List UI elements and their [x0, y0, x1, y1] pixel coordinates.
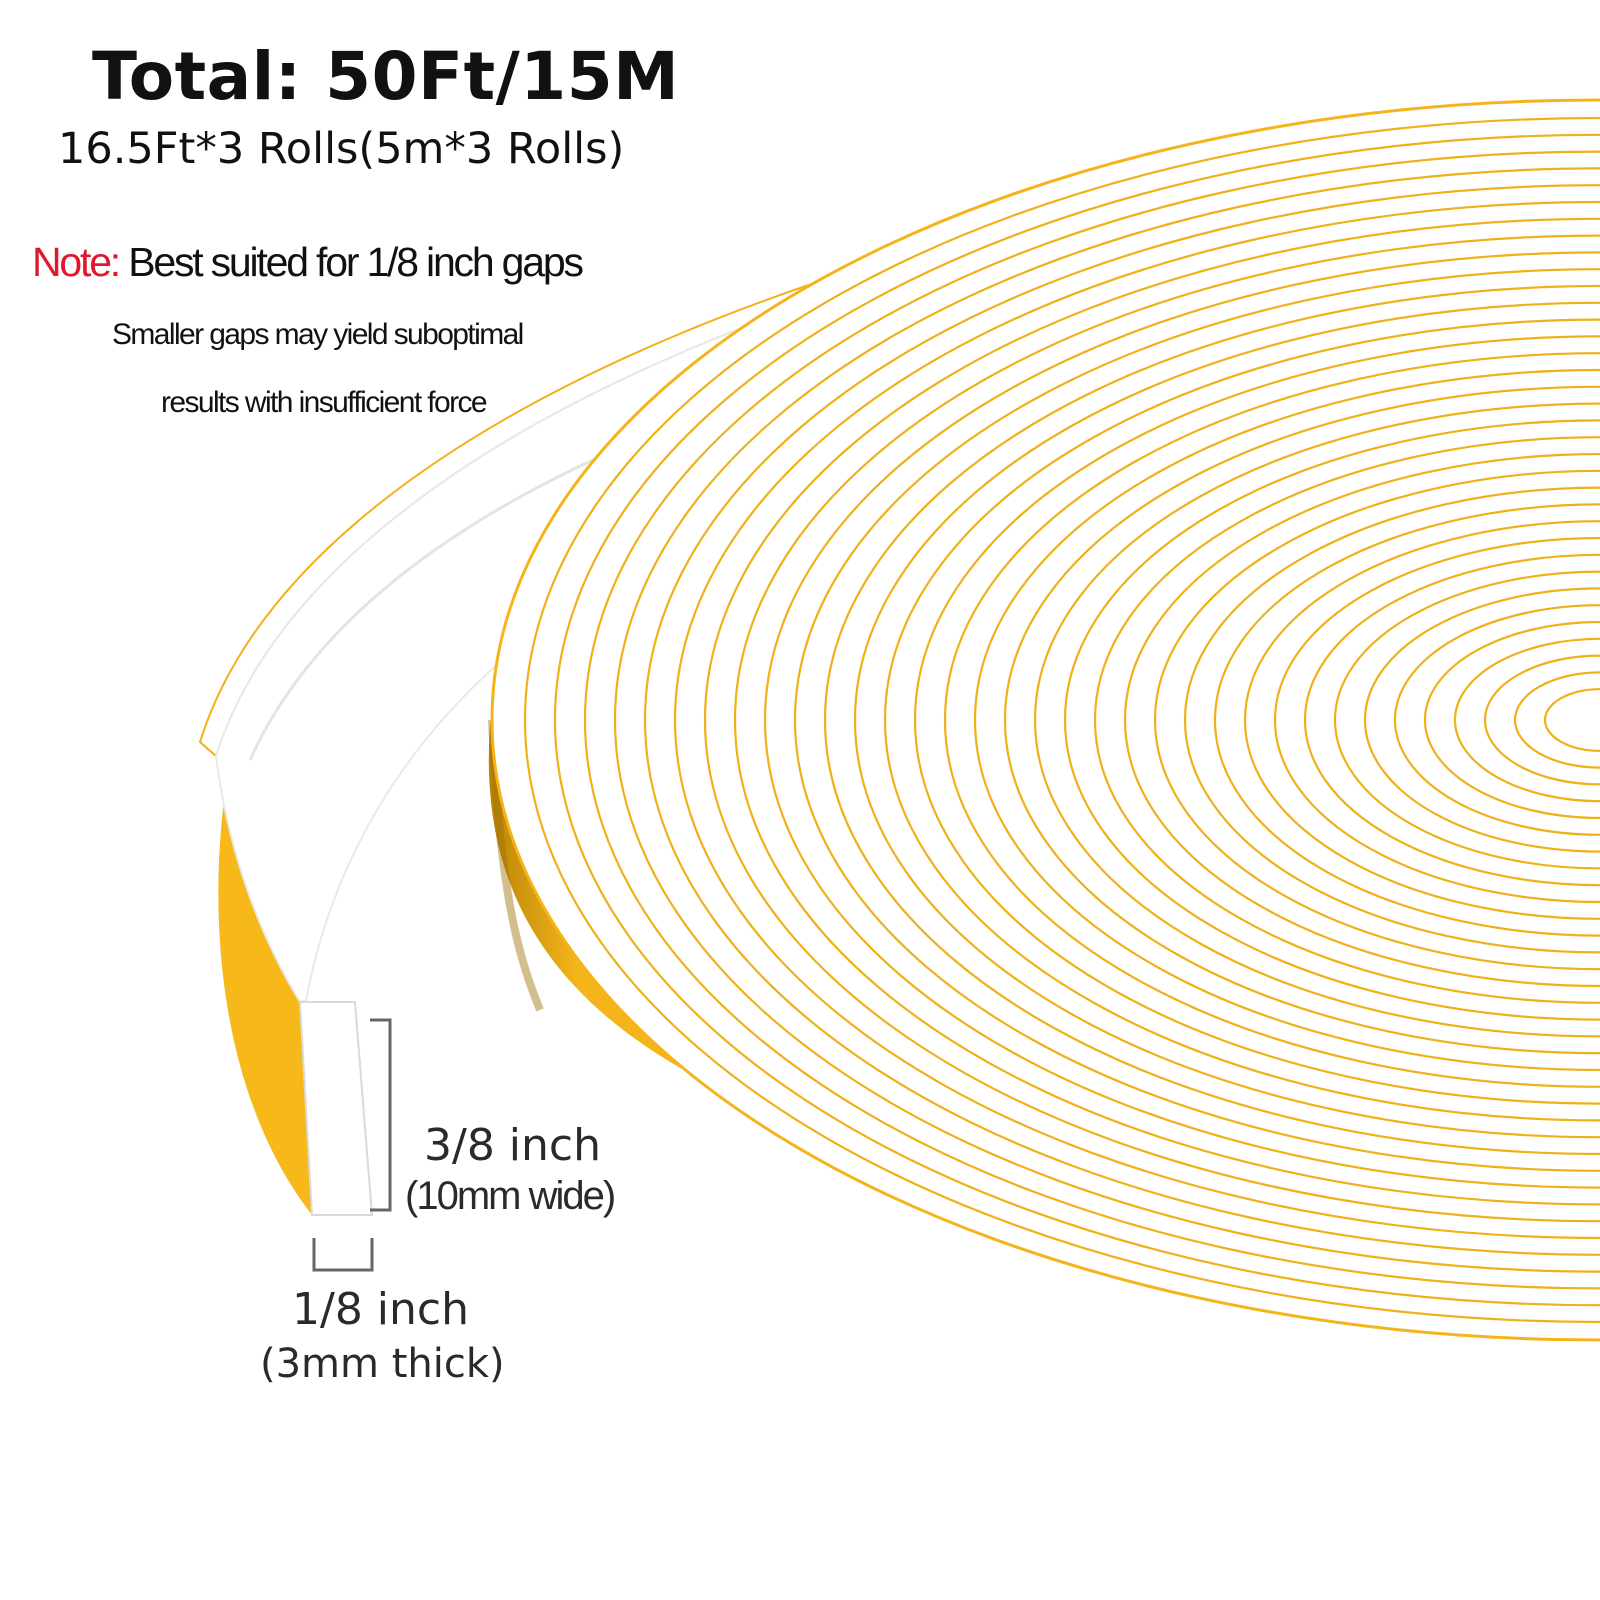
note-main-text: Best suited for 1/8 inch gaps	[119, 239, 584, 285]
tape-winding-ring	[553, 133, 1600, 1307]
tape-winding-ring	[1483, 654, 1600, 786]
width-dimension-line	[370, 1018, 392, 1212]
total-length-title: Total: 50Ft/15M	[92, 38, 680, 115]
tape-winding-ring	[673, 200, 1600, 1240]
tape-winding-ring	[973, 368, 1600, 1072]
tape-winding-ring	[763, 251, 1600, 1189]
tape-winding-ring	[1393, 604, 1600, 836]
roll-top-edge	[490, 98, 1600, 1342]
tape-winding-ring	[1033, 402, 1600, 1038]
tape-winding-ring	[1213, 503, 1600, 937]
tape-winding-ring	[703, 217, 1600, 1223]
note-detail-line-1: Smaller gaps may yield suboptimal	[112, 318, 524, 351]
tape-winding-ring	[1423, 620, 1600, 820]
tape-winding-ring	[523, 116, 1600, 1324]
tape-winding-ring	[1513, 671, 1600, 769]
tape-winding-ring	[853, 301, 1600, 1139]
tape-winding-ring	[1453, 637, 1600, 803]
width-label: 3/8 inch	[424, 1120, 601, 1171]
thickness-label: 1/8 inch	[292, 1284, 469, 1335]
tape-winding-ring	[883, 318, 1600, 1122]
tape-winding-ring	[823, 284, 1600, 1156]
tape-winding-ring	[583, 150, 1600, 1290]
tape-winding-ring	[1333, 570, 1600, 870]
thickness-dimension-line	[312, 1238, 374, 1272]
note-label: Note:	[32, 239, 121, 285]
tape-winding-ring	[1153, 469, 1600, 971]
tape-winding-ring	[943, 352, 1600, 1088]
tape-winding-ring	[1093, 436, 1600, 1004]
thickness-metric-label: (3mm thick)	[260, 1341, 505, 1387]
tape-winding-ring	[1243, 520, 1600, 920]
note-detail-line-2: results with insufficient force	[161, 386, 488, 419]
tape-winding-ring	[793, 268, 1600, 1172]
note-headline: Note: Best suited for 1/8 inch gaps	[32, 239, 584, 285]
tape-winding-ring	[1303, 553, 1600, 887]
tape-winding-ring	[1183, 486, 1600, 954]
tape-winding-ring	[1363, 587, 1600, 853]
tape-winding-ring	[733, 234, 1600, 1206]
tape-winding-ring	[643, 184, 1600, 1256]
tape-winding-ring	[613, 167, 1600, 1273]
width-metric-label: (10mm wide)	[405, 1174, 616, 1218]
strip-end-section	[298, 1001, 374, 1216]
tape-winding-ring	[1123, 452, 1600, 988]
tape-winding-ring	[1063, 419, 1600, 1021]
rolls-subtitle: 16.5Ft*3 Rolls(5m*3 Rolls)	[58, 124, 625, 174]
tape-winding-ring	[1003, 385, 1600, 1055]
tape-winding-ring	[1543, 688, 1600, 752]
tape-winding-ring	[1273, 536, 1600, 904]
roll-top-face	[492, 100, 1600, 1340]
tape-winding-ring	[913, 335, 1600, 1105]
